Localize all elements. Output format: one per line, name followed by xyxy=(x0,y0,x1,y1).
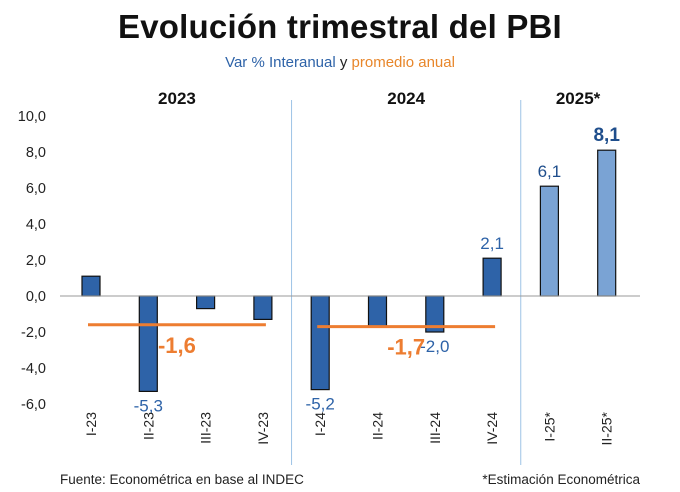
data-label: 8,1 xyxy=(593,125,620,146)
y-tick-label: 4,0 xyxy=(26,217,46,233)
bar xyxy=(253,295,273,320)
y-tick-label: 10,0 xyxy=(18,109,46,125)
source-note: Fuente: Econométrica en base al INDEC xyxy=(60,472,304,487)
y-tick-label: -6,0 xyxy=(21,397,46,413)
bar xyxy=(597,149,617,297)
y-tick-label: 2,0 xyxy=(26,253,46,269)
subtitle-main: Var % Interanual xyxy=(225,54,336,71)
x-tick-label: III-24 xyxy=(427,412,443,444)
year-group-label: 2025* xyxy=(556,89,601,108)
bar xyxy=(196,295,216,310)
y-tick-label: 6,0 xyxy=(26,181,46,197)
x-tick-label: IV-24 xyxy=(484,412,500,445)
x-tick-label: II-23 xyxy=(140,412,156,440)
subtitle-highlight: promedio anual xyxy=(351,54,455,71)
annual-average-label: -1,6 xyxy=(158,333,196,358)
chart-subtitle: Var % Interanual y promedio anual xyxy=(0,54,680,71)
x-tick-label: II-25* xyxy=(599,411,615,445)
chart-title: Evolución trimestral del PBI xyxy=(118,8,562,45)
x-tick-label: I-25* xyxy=(541,411,557,441)
annual-average-label: -1,7 xyxy=(387,335,425,360)
data-label: -2,0 xyxy=(420,337,449,356)
y-tick-label: 8,0 xyxy=(26,145,46,161)
estimate-note: *Estimación Econométrica xyxy=(482,472,640,487)
year-group-label: 2024 xyxy=(387,89,425,108)
bar xyxy=(367,295,388,328)
data-label: 2,1 xyxy=(480,234,504,253)
bar xyxy=(310,295,330,391)
data-label: 6,1 xyxy=(538,162,562,181)
bar xyxy=(138,295,158,393)
x-tick-label: I-23 xyxy=(83,412,99,436)
bar xyxy=(81,275,101,297)
bar xyxy=(539,185,560,297)
data-label: -5,2 xyxy=(306,395,335,414)
x-tick-label: II-24 xyxy=(370,412,386,440)
bar xyxy=(482,257,502,297)
year-group-label: 2023 xyxy=(158,89,196,108)
x-tick-label: III-23 xyxy=(198,412,214,444)
x-tick-label: I-24 xyxy=(312,412,328,436)
y-tick-label: 0,0 xyxy=(26,289,46,305)
y-tick-label: -4,0 xyxy=(21,361,46,377)
x-tick-label: IV-23 xyxy=(255,412,271,445)
y-tick-label: -2,0 xyxy=(21,325,46,341)
subtitle-connector: y xyxy=(339,54,348,71)
data-label: -5,3 xyxy=(134,396,163,415)
